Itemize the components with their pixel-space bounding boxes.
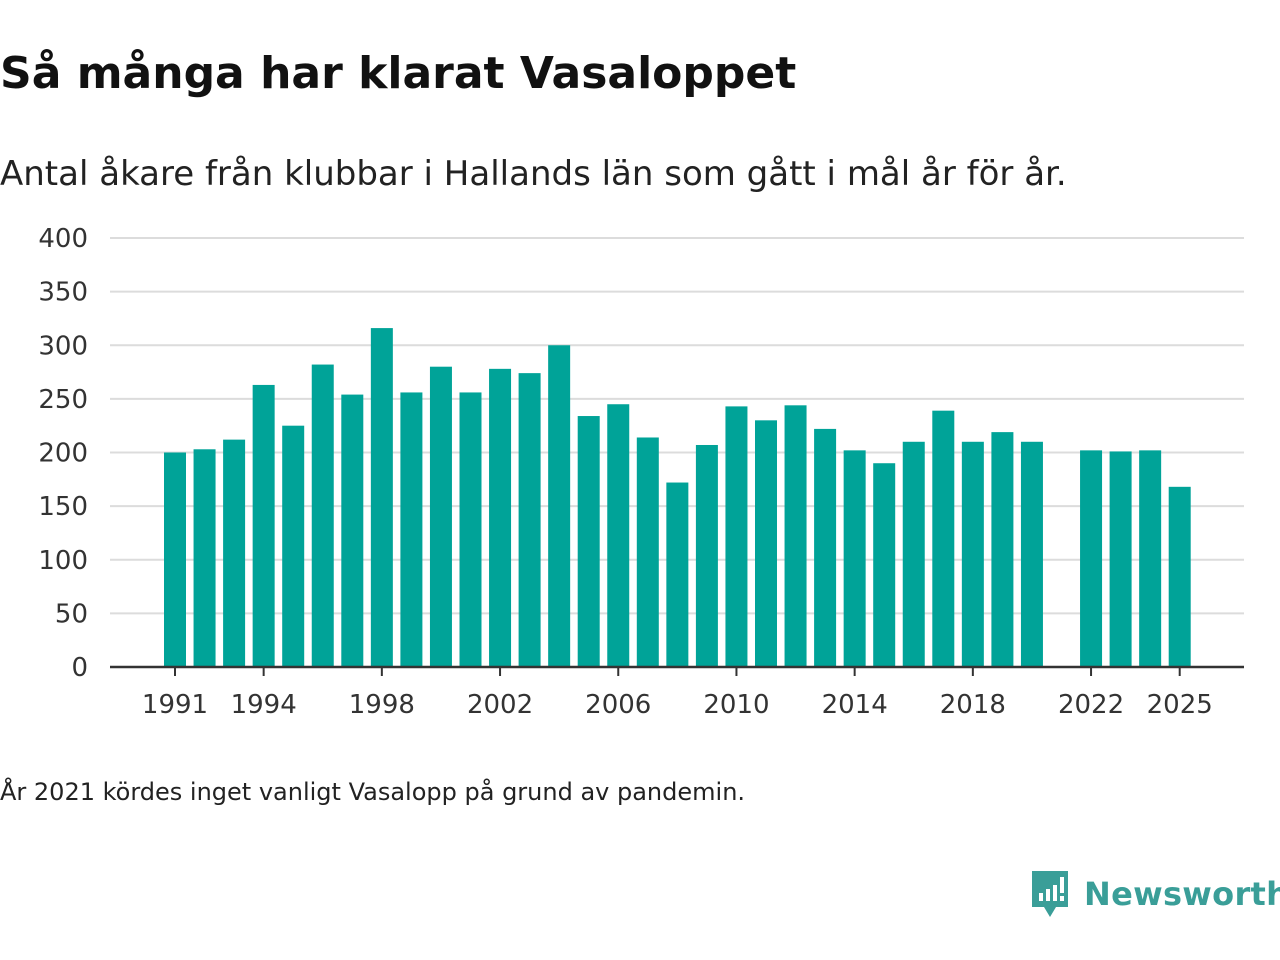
y-tick-label: 200 <box>38 439 88 469</box>
bar-2019 <box>991 432 1014 667</box>
bar-2017 <box>932 410 955 667</box>
bar-2010 <box>725 406 748 667</box>
bar-2024 <box>1139 450 1162 667</box>
bar-2009 <box>695 444 718 667</box>
bar-2011 <box>755 420 777 667</box>
x-axis-labels: 1991 1994 1998 2002 2006 2010 2014 2018 2022 2025 <box>142 690 1213 720</box>
bar-2015 <box>873 463 896 667</box>
brand-name: Newsworthy <box>1084 875 1280 913</box>
bar-2007 <box>636 437 659 667</box>
bar-2023 <box>1109 451 1132 667</box>
bar-2003 <box>518 373 541 667</box>
bar-2022 <box>1080 450 1103 667</box>
x-tick-label: 2022 <box>1058 690 1124 720</box>
bar-2013 <box>814 428 837 667</box>
y-tick-label: 350 <box>38 278 88 308</box>
x-tick-label: 2018 <box>940 690 1006 720</box>
newsworthy-logo: Newsworthy <box>1030 868 1280 920</box>
bar-1993 <box>223 439 246 667</box>
bar-1992 <box>193 449 216 667</box>
bars <box>164 328 1191 667</box>
bar-chart: 0 50 100 150 200 250 300 350 400 1991 1994 1998 200… <box>38 224 1244 720</box>
x-tick-label: 2010 <box>703 690 769 720</box>
bar-1997 <box>341 394 364 667</box>
y-tick-label: 100 <box>38 546 88 576</box>
bar-2002 <box>489 368 512 667</box>
bar-1994 <box>252 384 275 667</box>
bar-2005 <box>577 416 600 667</box>
bar-2025 <box>1168 486 1191 667</box>
y-tick-label: 300 <box>38 331 88 361</box>
bar-2000 <box>429 366 452 667</box>
bar-2012 <box>784 405 807 667</box>
x-tick-label: 1998 <box>349 690 415 720</box>
x-tick-label: 1991 <box>142 690 208 720</box>
chart-subtitle: Antal åkare från klubbar i Hallands län … <box>0 154 1067 194</box>
bar-1995 <box>282 425 305 667</box>
x-tick-label: 2014 <box>822 690 888 720</box>
chart-title: Så många har klarat Vasaloppet <box>0 48 797 99</box>
y-tick-label: 400 <box>38 224 88 254</box>
y-tick-label: 50 <box>55 599 88 629</box>
bar-1996 <box>311 364 334 667</box>
y-tick-label: 150 <box>38 492 88 522</box>
y-axis-labels: 0 50 100 150 200 250 300 350 400 <box>38 224 88 683</box>
bar-2014 <box>843 450 866 667</box>
bar-2001 <box>459 392 482 667</box>
bar-2020 <box>1020 441 1043 667</box>
bar-2006 <box>607 404 630 667</box>
bar-2004 <box>548 345 571 667</box>
newsworthy-icon <box>1032 871 1068 917</box>
x-axis <box>110 665 1244 676</box>
footnote: År 2021 kördes inget vanligt Vasalopp på… <box>0 778 746 806</box>
bar-2016 <box>902 441 925 667</box>
y-tick-label: 250 <box>38 385 88 415</box>
bar-2008 <box>666 482 689 667</box>
y-tick-label: 0 <box>71 653 88 683</box>
x-tick-label: 2006 <box>585 690 651 720</box>
bar-1991 <box>164 452 186 667</box>
x-tick-label: 2025 <box>1147 690 1213 720</box>
bar-1998 <box>370 328 393 667</box>
bar-2018 <box>961 441 984 667</box>
x-tick-label: 2002 <box>467 690 533 720</box>
bar-1999 <box>400 392 423 667</box>
x-tick-label: 1994 <box>231 690 297 720</box>
